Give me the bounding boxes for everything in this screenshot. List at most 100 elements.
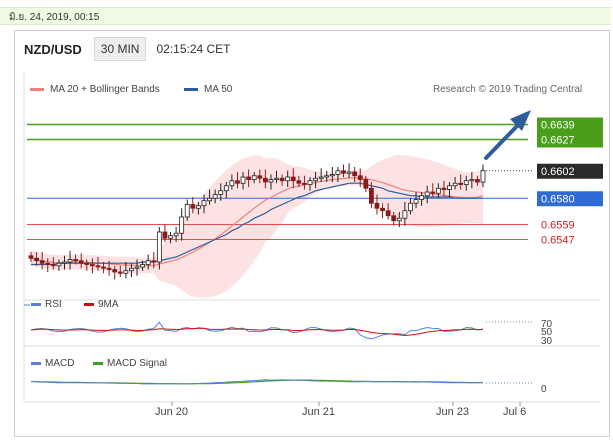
candle-body bbox=[89, 264, 95, 267]
candle-body bbox=[84, 262, 90, 265]
chart-header: NZD/USD 30 MIN 02:15:24 CET bbox=[14, 36, 231, 62]
rsi-legend-swatch bbox=[31, 303, 41, 306]
x-tick-jun-20: Jun 20 bbox=[155, 406, 188, 418]
price-tag-0.6639: 0.6639 bbox=[541, 120, 575, 132]
signal-legend-swatch bbox=[93, 362, 103, 365]
candle-body bbox=[357, 175, 363, 180]
candle-body bbox=[341, 170, 346, 174]
credit-text: Research © 2019 Trading Central bbox=[433, 84, 583, 95]
timestamp-bar: มิ.ย. 24, 2019, 00:15 bbox=[0, 7, 611, 25]
x-tick-jun-21: Jun 21 bbox=[302, 406, 335, 418]
bollinger-band bbox=[31, 155, 483, 298]
candle-body bbox=[419, 195, 425, 200]
candle-body bbox=[95, 265, 101, 268]
candle-body bbox=[274, 177, 279, 180]
candle-body bbox=[151, 260, 157, 263]
current-price-tag: 0.6602 bbox=[541, 166, 575, 178]
candle-body bbox=[162, 231, 168, 239]
candle-body bbox=[413, 199, 419, 204]
candle-body bbox=[424, 191, 430, 197]
price-tag-bg bbox=[537, 132, 603, 148]
rsi9-legend-swatch bbox=[84, 303, 94, 306]
candle-body bbox=[368, 187, 374, 204]
macd-line bbox=[30, 379, 484, 385]
candle-body bbox=[475, 179, 480, 183]
candle-body bbox=[435, 187, 441, 194]
candle-body bbox=[307, 180, 313, 185]
rsi9-legend-label: 9MA bbox=[98, 299, 119, 310]
candle-body bbox=[173, 232, 179, 237]
ma50-line bbox=[31, 182, 483, 266]
price-tag-0.6547: 0.6547 bbox=[541, 235, 575, 247]
candle-body bbox=[430, 191, 436, 194]
candle-body bbox=[302, 182, 307, 185]
candle-body bbox=[329, 174, 335, 177]
candle-body bbox=[201, 200, 207, 207]
candle-body bbox=[28, 255, 34, 259]
candle-body bbox=[318, 176, 324, 179]
macd-legend-label: MACD bbox=[45, 358, 74, 369]
candle-body bbox=[447, 185, 452, 190]
candle-body bbox=[352, 171, 358, 177]
rsi-legend-label: RSI bbox=[45, 299, 62, 310]
candle-body bbox=[134, 266, 140, 269]
candle-body bbox=[313, 177, 318, 182]
ma20-swatch bbox=[30, 88, 44, 91]
candle-body bbox=[441, 187, 447, 190]
candle-body bbox=[396, 217, 402, 222]
candle-body bbox=[106, 267, 112, 270]
candle-body bbox=[463, 180, 469, 185]
candle-body bbox=[279, 177, 285, 182]
chart-panel bbox=[14, 30, 610, 437]
candle-body bbox=[335, 170, 341, 175]
candle-body bbox=[123, 270, 129, 274]
candle-body bbox=[385, 210, 391, 217]
candle-body bbox=[391, 215, 397, 222]
candle-body bbox=[251, 175, 257, 180]
timestamp: มิ.ย. 24, 2019, 00:15 bbox=[9, 12, 100, 23]
candle-body bbox=[246, 176, 252, 180]
chart-clock: 02:15:24 CET bbox=[156, 42, 231, 56]
timeframe-button[interactable]: 30 MIN bbox=[93, 37, 147, 61]
rsi-tick-70: 70 bbox=[541, 319, 553, 330]
price-tag-0.6559: 0.6559 bbox=[541, 220, 575, 232]
candle-body bbox=[50, 264, 56, 267]
candle-body bbox=[363, 179, 369, 189]
price-tag-bg bbox=[537, 191, 603, 207]
candle-body bbox=[257, 175, 263, 179]
candle-body bbox=[458, 182, 464, 185]
candle-body bbox=[156, 231, 162, 263]
candle-body bbox=[67, 259, 73, 263]
candle-body bbox=[39, 260, 45, 264]
candle-body bbox=[56, 262, 62, 267]
candle-body bbox=[235, 180, 240, 184]
legend-ma20: MA 20 + Bollinger Bands bbox=[30, 84, 160, 95]
candle-body bbox=[212, 194, 218, 199]
candle-body bbox=[62, 261, 67, 264]
candle-body bbox=[179, 216, 185, 234]
candle-body bbox=[408, 202, 413, 212]
rsi-line bbox=[30, 321, 484, 340]
candle-body bbox=[117, 271, 123, 274]
candle-body bbox=[262, 177, 268, 183]
candle-body bbox=[196, 205, 201, 209]
candle-body bbox=[374, 202, 380, 209]
candle-body bbox=[402, 210, 408, 219]
candle-body bbox=[296, 180, 302, 184]
macd-legend-swatch bbox=[31, 362, 41, 365]
candle-body bbox=[112, 269, 118, 273]
price-tag-bg bbox=[537, 117, 603, 133]
rsi9-line bbox=[30, 327, 484, 337]
candle-body bbox=[324, 175, 330, 178]
candle-body bbox=[285, 176, 291, 182]
candle-body bbox=[229, 180, 235, 187]
legend-ma50: MA 50 bbox=[184, 84, 232, 95]
pair-symbol: NZD/USD bbox=[24, 41, 82, 57]
forecast-arrow-head bbox=[510, 110, 531, 131]
candle-body bbox=[184, 204, 190, 218]
candle-body bbox=[45, 262, 51, 265]
candle-body bbox=[34, 257, 39, 262]
candle-body bbox=[73, 259, 79, 262]
candle-body bbox=[480, 170, 486, 183]
